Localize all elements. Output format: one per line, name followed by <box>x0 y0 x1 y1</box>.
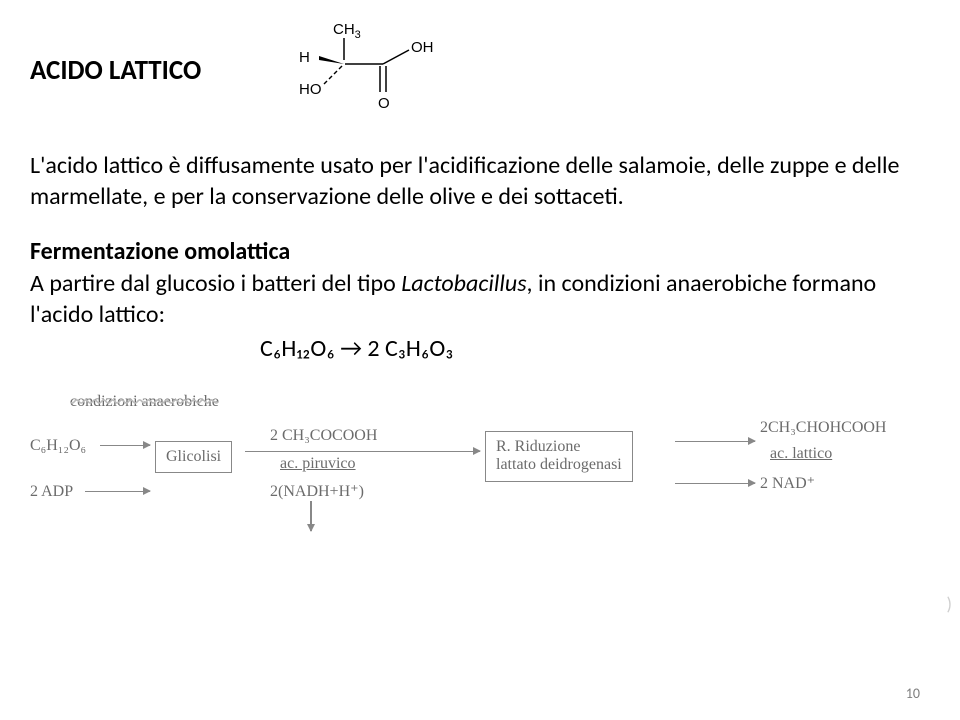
arrow-1 <box>100 445 150 447</box>
arrow-5 <box>675 483 755 485</box>
diagram-out-lattico: ac. lattico <box>770 445 832 463</box>
diagram-top-note: condizioni anaerobiche <box>70 393 219 411</box>
arrow-2 <box>85 491 150 493</box>
molecule-o: O <box>378 95 390 112</box>
diagram-box-riduzione: R. Riduzione lattato deidrogenasi <box>485 431 633 482</box>
paragraph-1: L'acido lattico è diffusamente usato per… <box>30 150 930 212</box>
subheading: Fermentazione omolattica <box>30 236 930 267</box>
eq-arrow: → <box>335 334 368 363</box>
eq-rhs: 2 C₃H₆O₃ <box>367 334 453 363</box>
eq-lhs: C₆H₁₂O₆ <box>260 334 335 363</box>
page-title: ACIDO LATTICO <box>30 54 201 87</box>
molecule-structure: CH3 H HO OH O <box>271 20 441 120</box>
diagram-mid-nadh: 2(NADH+H⁺) <box>270 481 364 501</box>
box2-l2: lattato deidrogenasi <box>496 456 622 473</box>
molecule-ho: HO <box>299 81 322 98</box>
box2-l1: R. Riduzione <box>496 438 580 455</box>
molecule-h: H <box>299 49 310 66</box>
molecule-oh: OH <box>411 39 434 56</box>
paragraph-2: A partire dal glucosio i batteri del tip… <box>30 268 930 330</box>
stray-paren: ) <box>947 593 952 615</box>
slide-content: ACIDO LATTICO CH3 H HO OH O <box>0 0 960 583</box>
molecule-ch3: CH3 <box>333 21 361 41</box>
diagram-out-top: 2CH₃CHOHCOOH <box>760 419 886 437</box>
section-fermentazione: Fermentazione omolattica A partire dal g… <box>30 236 930 363</box>
arrow-4 <box>675 441 755 443</box>
diagram-mid-piruvico: ac. piruvico <box>280 455 356 473</box>
diagram-input-adp: 2 ADP <box>30 483 73 501</box>
arrow-down <box>310 501 312 531</box>
diagram-input-glucose: C₆H₁₂O₆ <box>30 437 86 455</box>
arrow-3 <box>245 451 480 453</box>
diagram-box-glicolisi: Glicolisi <box>155 441 232 473</box>
page-number: 10 <box>906 685 920 702</box>
chemical-equation: C₆H₁₂O₆ → 2 C₃H₆O₃ <box>30 334 930 363</box>
p2-part1: A partire dal glucosio i batteri del tip… <box>30 269 401 298</box>
diagram-out-nad: 2 NAD⁺ <box>760 473 815 493</box>
diagram-mid-top: 2 CH₃COCOOH <box>270 427 377 445</box>
handwritten-diagram: condizioni anaerobiche C₆H₁₂O₆ 2 ADP Gli… <box>30 393 930 563</box>
p2-italic: Lactobacillus <box>401 269 526 298</box>
header-row: ACIDO LATTICO CH3 H HO OH O <box>30 20 930 120</box>
